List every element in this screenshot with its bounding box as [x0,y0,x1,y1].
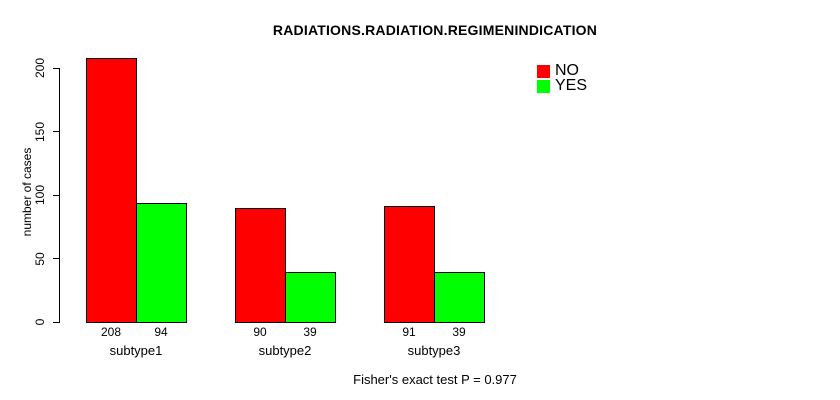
legend: NO YES [537,62,588,94]
y-tick-mark [53,131,59,132]
bar-value-label: 208 [100,325,122,339]
y-tick-mark [53,194,59,196]
y-tick-mark [53,67,59,69]
legend-swatch-yes [537,79,550,93]
y-tick-label: 200 [33,57,47,79]
bar-value-label: 90 [253,325,267,339]
annotation-text: Fisher's exact test P = 0.977 [353,372,517,387]
bar-value-label: 39 [303,325,317,339]
chart-title: RADIATIONS.RADIATION.REGIMENINDICATION [272,22,598,38]
bar-no-subtype2 [235,208,286,323]
legend-swatch-no [537,64,550,78]
bar-value-label: 91 [402,325,416,339]
y-tick-label: 150 [33,121,47,142]
bar-value-label: 94 [154,325,168,339]
legend-label-yes: YES [555,77,588,94]
y-tick-label: 0 [33,318,47,326]
bar-yes-subtype2 [285,272,336,323]
y-tick-label: 100 [33,184,47,206]
category-label-subtype1: subtype1 [109,343,163,358]
y-tick-mark [53,258,59,259]
y-axis-line [59,68,60,323]
bar-value-label: 39 [452,325,466,339]
y-tick-label: 50 [33,251,47,266]
category-label-subtype3: subtype3 [407,343,461,358]
bar-no-subtype1 [86,58,137,323]
category-label-subtype2: subtype2 [258,343,312,358]
legend-label-no: NO [555,62,579,79]
legend-item-yes: YES [537,77,588,94]
legend-item-no: NO [537,62,587,79]
y-axis-label: number of cases [20,147,34,237]
y-tick-mark [53,321,59,323]
bar-yes-subtype1 [136,203,187,323]
bar-yes-subtype3 [434,272,485,323]
bar-no-subtype3 [384,206,435,323]
